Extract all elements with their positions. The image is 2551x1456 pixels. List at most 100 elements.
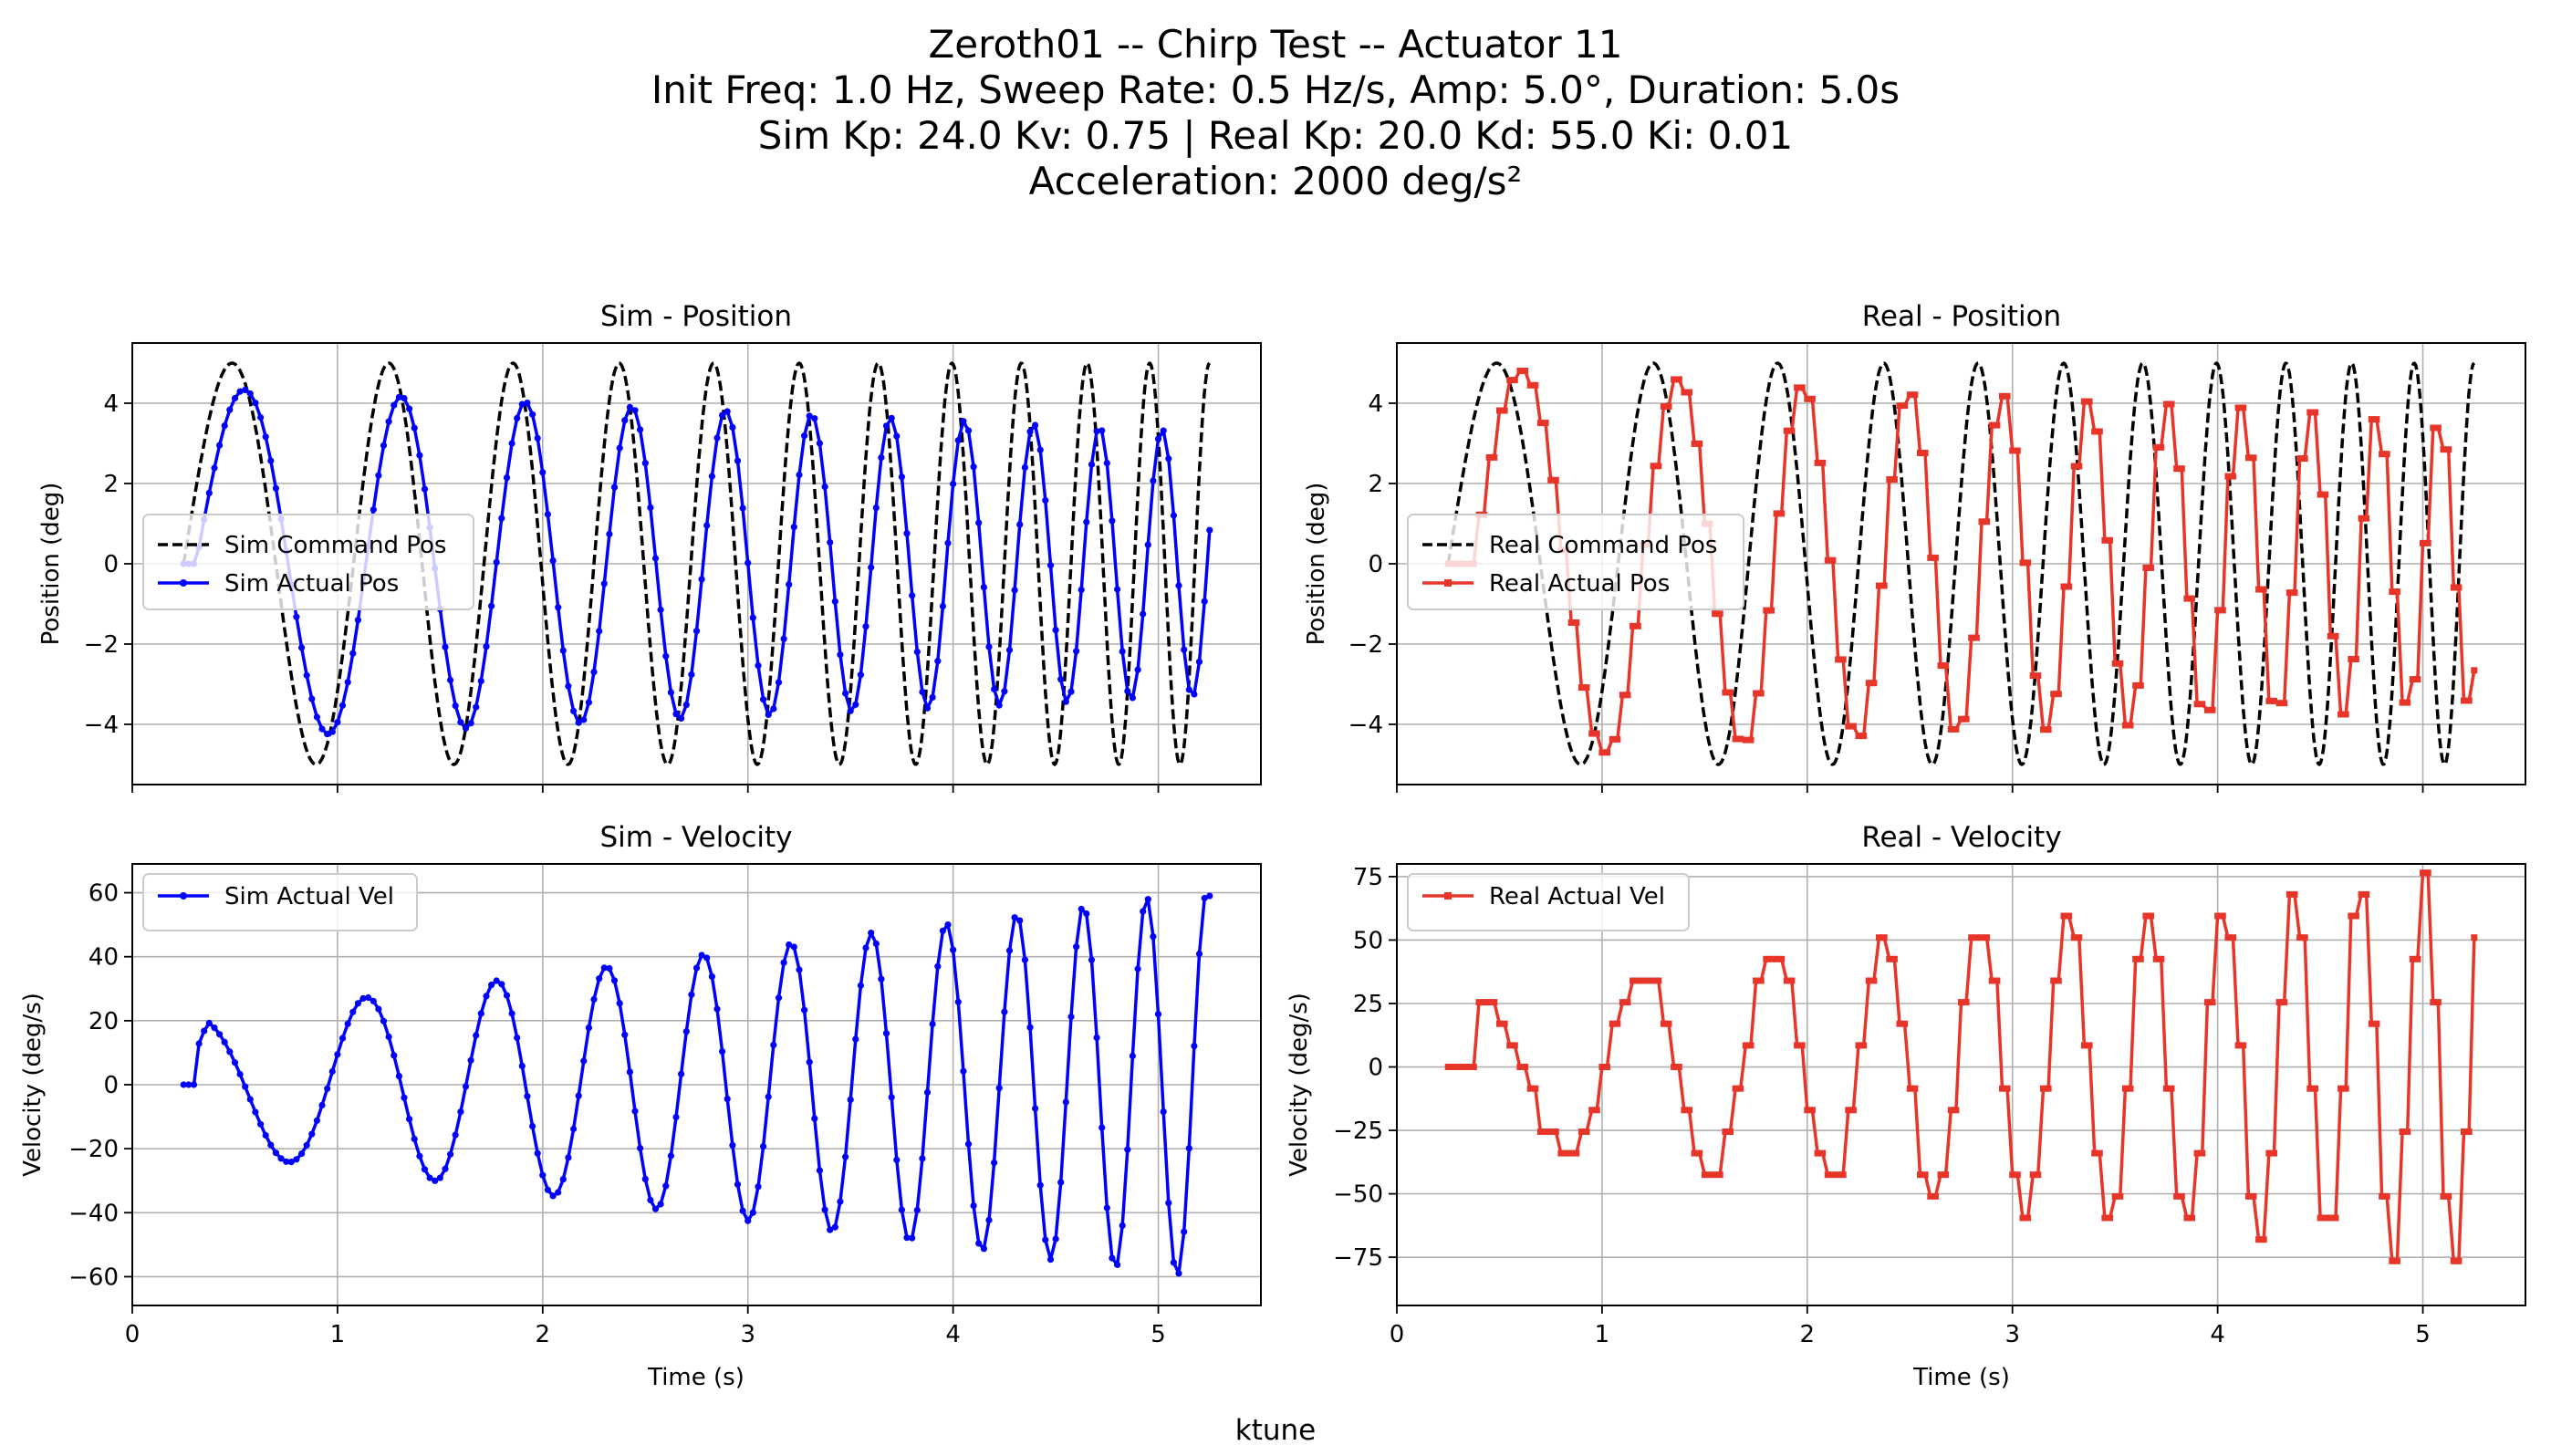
real-velocity-plot-area: [1444, 869, 2478, 1264]
data-point-real-actual-vel: [2050, 977, 2057, 984]
data-point-real-actual-vel: [1526, 1085, 1534, 1092]
data-point-sim-actual-pos: [1052, 627, 1059, 634]
data-point-sim-actual-vel: [1026, 1024, 1034, 1031]
data-point-real-actual-vel: [1839, 1171, 1847, 1179]
data-point-real-actual-pos: [2219, 607, 2226, 614]
data-point-sim-actual-pos: [950, 480, 957, 488]
data-point-sim-actual-pos: [898, 473, 906, 481]
y-tick-label: −25: [1333, 1118, 1383, 1145]
data-point-real-actual-pos: [2132, 681, 2140, 689]
data-point-real-actual-pos: [1516, 368, 1524, 374]
data-point-sim-actual-pos: [524, 400, 531, 407]
data-point-real-actual-vel: [1686, 1107, 1692, 1114]
data-point-real-actual-pos: [1804, 395, 1811, 402]
data-point-sim-actual-pos: [411, 424, 418, 432]
data-point-sim-actual-pos: [827, 538, 834, 546]
data-point-sim-actual-pos: [267, 457, 275, 464]
sim-velocity-panel: 0 1 2 3 4 5 60 40 20 0 −20 −40 −60 Sim - Velocity Ve…: [19, 821, 1262, 1391]
data-point-sim-actual-vel: [308, 1130, 316, 1138]
data-point-real-actual-pos: [1876, 582, 1882, 589]
data-point-real-actual-vel: [1942, 1171, 1950, 1179]
data-point-sim-actual-pos: [596, 628, 603, 635]
data-point-real-actual-vel: [1640, 977, 1647, 984]
data-point-real-actual-pos: [2224, 473, 2232, 480]
data-point-sim-actual-vel: [185, 1081, 193, 1088]
data-point-real-actual-pos: [1814, 459, 1821, 466]
data-point-real-actual-pos: [2244, 454, 2252, 462]
data-point-real-actual-pos: [2076, 463, 2083, 470]
data-point-sim-actual-vel: [872, 940, 880, 947]
data-point-sim-actual-vel: [898, 1206, 906, 1213]
data-point-sim-actual-pos: [878, 454, 885, 462]
data-point-sim-actual-vel: [734, 1180, 742, 1188]
data-point-real-actual-pos: [1588, 730, 1596, 737]
data-point-sim-actual-vel: [801, 1006, 808, 1014]
data-point-real-actual-vel: [1465, 1064, 1473, 1070]
real-velocity-legend: Real Actual Vel: [1407, 873, 1690, 931]
data-point-sim-actual-pos: [692, 628, 701, 635]
data-point-sim-actual-vel: [559, 1176, 567, 1183]
data-point-real-actual-vel: [2060, 912, 2067, 920]
data-point-sim-actual-pos: [293, 613, 300, 620]
data-point-sim-actual-vel: [724, 1096, 731, 1103]
data-point-sim-actual-pos: [385, 418, 392, 425]
data-point-sim-actual-vel: [713, 1005, 721, 1013]
data-point-sim-actual-pos: [801, 432, 808, 440]
data-point-sim-actual-vel: [277, 1155, 285, 1162]
data-point-sim-actual-vel: [477, 1010, 484, 1017]
data-point-real-actual-pos: [1968, 634, 1975, 641]
data-point-sim-actual-vel: [452, 1131, 459, 1139]
data-point-real-actual-vel: [2434, 999, 2442, 1006]
data-point-real-actual-pos: [2014, 447, 2021, 454]
data-point-real-actual-vel: [2219, 912, 2226, 920]
data-point-real-actual-pos: [2173, 465, 2181, 473]
data-point-sim-actual-vel: [370, 997, 377, 1004]
data-point-real-actual-vel: [2338, 1085, 2345, 1092]
data-point-real-actual-pos: [2250, 454, 2257, 462]
data-point-real-actual-pos: [1722, 689, 1729, 696]
data-point-real-actual-vel: [2312, 1085, 2318, 1092]
data-point-sim-actual-pos: [493, 558, 500, 566]
sim-position-legend-box: [142, 514, 474, 610]
data-point-sim-actual-vel: [313, 1117, 320, 1124]
y-tick-label: 0: [1368, 1055, 1383, 1082]
data-point-sim-actual-vel: [1005, 947, 1014, 954]
data-point-real-actual-vel: [1773, 955, 1780, 962]
data-point-sim-actual-pos: [498, 515, 505, 522]
data-point-real-actual-vel: [2250, 1192, 2257, 1200]
data-point-sim-actual-pos: [559, 647, 567, 654]
data-point-sim-actual-vel: [755, 1183, 762, 1191]
data-point-real-actual-pos: [2312, 409, 2318, 416]
data-point-real-actual-vel: [2189, 1214, 2195, 1222]
data-point-sim-actual-pos: [744, 559, 752, 567]
data-point-sim-actual-vel: [626, 1068, 634, 1076]
data-point-sim-actual-pos: [590, 669, 598, 676]
real-velocity-panel: 0 1 2 3 4 5 75 50 25 0 −25 −50 −75 Real - Velocity V…: [1286, 821, 2526, 1391]
data-point-real-actual-pos: [1532, 381, 1539, 389]
data-point-real-actual-pos: [2025, 559, 2032, 567]
data-point-real-actual-pos: [2055, 691, 2062, 698]
data-point-real-actual-vel: [1491, 999, 1498, 1006]
data-point-real-actual-pos: [2404, 699, 2411, 706]
data-point-sim-actual-vel: [950, 946, 957, 953]
data-point-real-actual-vel: [1737, 1085, 1744, 1092]
data-point-sim-actual-vel: [862, 944, 869, 952]
data-point-real-actual-pos: [1665, 403, 1672, 410]
legend-marker-sim-actual-pos: [180, 579, 187, 587]
data-point-sim-actual-pos: [1016, 521, 1024, 528]
y-tick-label: 0: [103, 551, 119, 578]
y-tick-label: 4: [103, 390, 119, 418]
data-point-sim-actual-vel: [380, 1017, 388, 1024]
data-point-sim-actual-vel: [1181, 1228, 1188, 1235]
real-velocity-xlabel: Time (s): [1912, 1364, 2010, 1391]
data-point-real-actual-pos: [1870, 680, 1878, 687]
data-point-real-actual-vel: [1927, 1192, 1934, 1200]
data-point-real-actual-pos: [1917, 450, 1923, 456]
data-point-sim-actual-vel: [1036, 1181, 1044, 1189]
data-point-real-actual-pos: [2440, 446, 2447, 453]
data-point-sim-actual-pos: [991, 685, 998, 693]
data-point-real-actual-vel: [1722, 1128, 1729, 1135]
data-point-real-actual-vel: [2214, 912, 2222, 920]
data-point-real-actual-vel: [2291, 890, 2298, 898]
data-point-real-actual-vel: [1481, 999, 1488, 1006]
